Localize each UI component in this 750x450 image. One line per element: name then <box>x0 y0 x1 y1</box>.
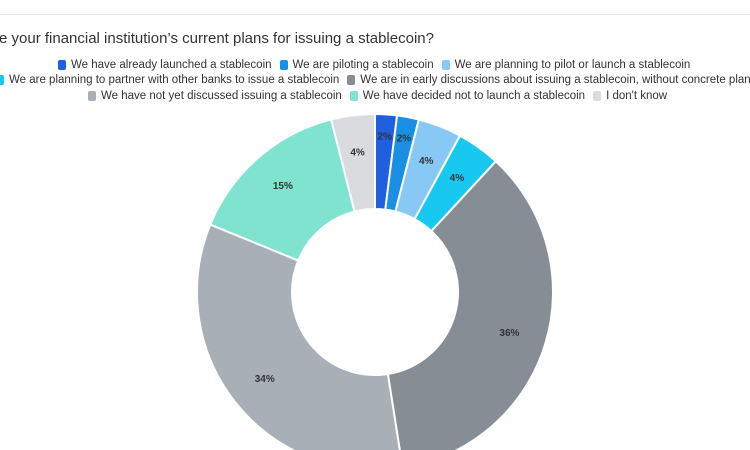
legend-item-not-discussed[interactable]: We have not yet discussed issuing a stab… <box>88 90 342 102</box>
legend-label: We are in early discussions about issuin… <box>360 74 750 86</box>
legend-swatch-icon <box>58 60 66 70</box>
slice-value-label: 2% <box>377 131 392 142</box>
legend-row-1: We have already launched a stablecoin We… <box>58 59 698 71</box>
legend-label: We are planning to partner with other ba… <box>9 74 340 86</box>
slice-we-are-in-early-discussions-about-issuing-a-stablecoin-without-concrete-plans[interactable] <box>386 159 554 450</box>
legend-item-launched[interactable]: We have already launched a stablecoin <box>58 59 272 71</box>
legend-item-piloting[interactable]: We are piloting a stablecoin <box>279 59 434 71</box>
slice-value-label: 4% <box>350 148 365 159</box>
legend-item-partner[interactable]: We are planning to partner with other ba… <box>0 74 339 86</box>
legend-label: We are piloting a stablecoin <box>292 59 434 71</box>
legend-item-decided-not[interactable]: We have decided not to launch a stableco… <box>349 90 586 102</box>
slice-value-label: 36% <box>499 328 519 339</box>
legend-row-3: We have not yet discussed issuing a stab… <box>88 90 675 102</box>
slice-value-label: 34% <box>255 374 275 385</box>
slice-value-label: 4% <box>419 156 434 167</box>
legend-label: I don't know <box>606 90 668 102</box>
legend-item-early-discussions[interactable]: We are in early discussions about issuin… <box>347 74 750 86</box>
chart-title: re your financial institution’s current … <box>0 30 434 47</box>
legend-swatch-icon <box>349 91 358 101</box>
top-bar: ⌃ <box>0 0 750 15</box>
legend-swatch-icon <box>347 75 356 85</box>
legend-label: We have already launched a stablecoin <box>71 59 272 71</box>
legend-label: We have not yet discussed issuing a stab… <box>101 90 342 102</box>
legend-row-2: We are planning to partner with other ba… <box>0 74 750 86</box>
legend-label: We have decided not to launch a stableco… <box>362 90 586 102</box>
slice-value-label: 4% <box>450 173 465 184</box>
legend-swatch-icon <box>593 91 602 101</box>
legend-label: We are planning to pilot or launch a sta… <box>454 59 691 71</box>
slice-we-have-not-yet-discussed-issuing-a-stablecoin[interactable] <box>196 223 403 450</box>
slice-value-label: 15% <box>273 181 293 192</box>
slice-value-label: 2% <box>397 134 412 145</box>
legend-swatch-icon <box>88 91 96 101</box>
legend-item-dont-know[interactable]: I don't know <box>593 90 667 102</box>
legend-swatch-icon <box>279 60 288 70</box>
slice-i-don-t-know[interactable] <box>329 112 376 213</box>
legend-item-planning[interactable]: We are planning to pilot or launch a sta… <box>441 59 691 71</box>
corner-chevron-icon: ⌃ <box>0 0 11 8</box>
legend-swatch-icon <box>0 75 4 85</box>
legend-swatch-icon <box>441 60 450 70</box>
